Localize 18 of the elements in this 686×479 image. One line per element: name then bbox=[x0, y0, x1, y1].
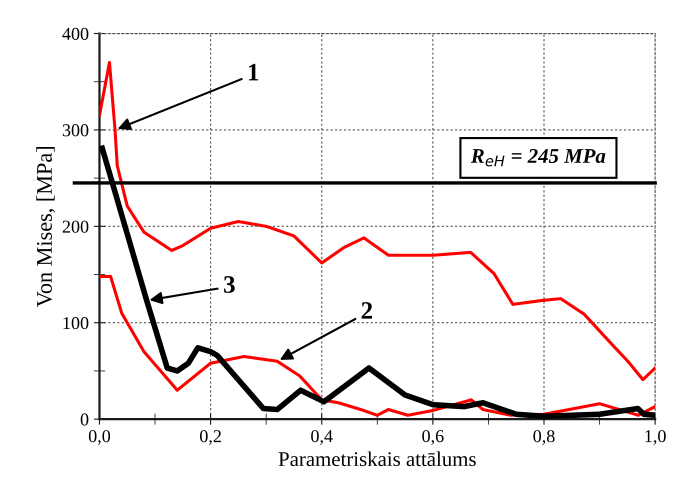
annotation: 2 bbox=[362, 302, 372, 319]
x-tick-label: 0,0 bbox=[88, 430, 110, 445]
y-tick-label: 300 bbox=[62, 124, 88, 136]
x-tick-label: 0,6 bbox=[422, 430, 444, 445]
x-tick-label: 1,0 bbox=[645, 430, 666, 445]
y-axis-title: Von Mises, [MPa] bbox=[36, 147, 56, 308]
y-tick-label: 400 bbox=[62, 28, 88, 40]
y-tick-label: 0 bbox=[80, 413, 88, 426]
x-tick-label: 0,2 bbox=[200, 430, 221, 445]
annotation: 3 bbox=[224, 276, 235, 293]
y-tick-label: 200 bbox=[62, 220, 88, 233]
ref-line-label: R$_{eH}$ = 245 MPa bbox=[470, 149, 606, 166]
annotation: 1 bbox=[248, 64, 258, 80]
line-series bbox=[99, 60, 656, 382]
y-tick-label: 100 bbox=[64, 316, 88, 330]
x-axis-title: Parametriskais attālums bbox=[278, 451, 476, 466]
x-tick-label: 0,8 bbox=[533, 430, 555, 445]
x-tick-label: 0,4 bbox=[311, 430, 333, 445]
